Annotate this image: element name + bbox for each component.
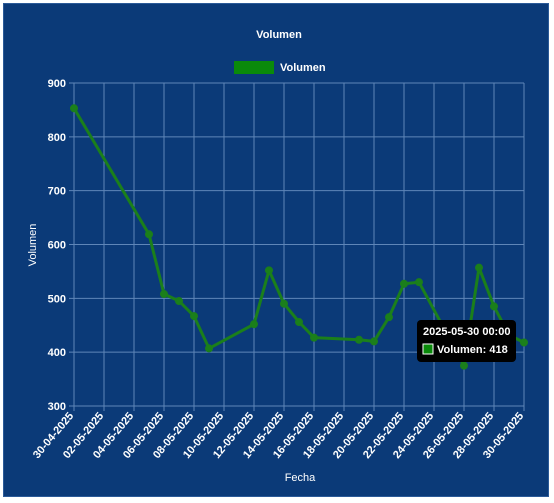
data-point bbox=[175, 297, 183, 306]
tooltip-title: 2025-05-30 00:00 bbox=[423, 326, 510, 338]
data-point bbox=[385, 313, 393, 322]
data-point bbox=[295, 318, 303, 327]
y-tick-label: 900 bbox=[48, 78, 66, 90]
data-point bbox=[145, 230, 153, 239]
data-point bbox=[250, 320, 258, 329]
y-tick-label: 600 bbox=[48, 240, 66, 252]
data-point bbox=[475, 263, 483, 272]
tooltip-box bbox=[417, 320, 516, 362]
y-axis-label: Volumen bbox=[27, 224, 39, 267]
y-tick-label: 800 bbox=[48, 132, 66, 144]
legend-swatch bbox=[234, 61, 274, 74]
legend-label: Volumen bbox=[280, 62, 326, 74]
data-point bbox=[400, 279, 408, 288]
y-tick-label: 300 bbox=[48, 401, 66, 413]
data-point bbox=[70, 104, 78, 113]
data-point bbox=[370, 337, 378, 346]
data-point bbox=[355, 335, 363, 344]
line-chart: Volumen Volumen Volumen Fecha 300 400 500 6… bbox=[27, 29, 528, 484]
data-point bbox=[190, 312, 198, 321]
data-point bbox=[265, 266, 273, 275]
data-point bbox=[490, 302, 498, 311]
tooltip-swatch bbox=[422, 343, 434, 355]
y-tick-label: 500 bbox=[48, 293, 66, 305]
data-point bbox=[460, 361, 468, 370]
data-point bbox=[415, 278, 423, 287]
legend[interactable]: Volumen bbox=[234, 61, 326, 74]
tooltip: 2025-05-30 00:00 Volumen: 418 bbox=[417, 320, 516, 362]
y-tick-label: 700 bbox=[48, 186, 66, 198]
y-tick-label: 400 bbox=[48, 347, 66, 359]
x-axis-label: Fecha bbox=[285, 472, 316, 484]
chart-title: Volumen bbox=[256, 29, 302, 41]
chart-panel: Volumen Volumen Volumen Fecha 300 400 500 6… bbox=[3, 3, 549, 497]
tooltip-body: Volumen: 418 bbox=[437, 344, 508, 356]
data-point bbox=[205, 344, 213, 353]
data-point bbox=[520, 338, 528, 347]
data-point bbox=[280, 299, 288, 308]
data-point bbox=[310, 333, 318, 342]
data-point bbox=[160, 290, 168, 299]
